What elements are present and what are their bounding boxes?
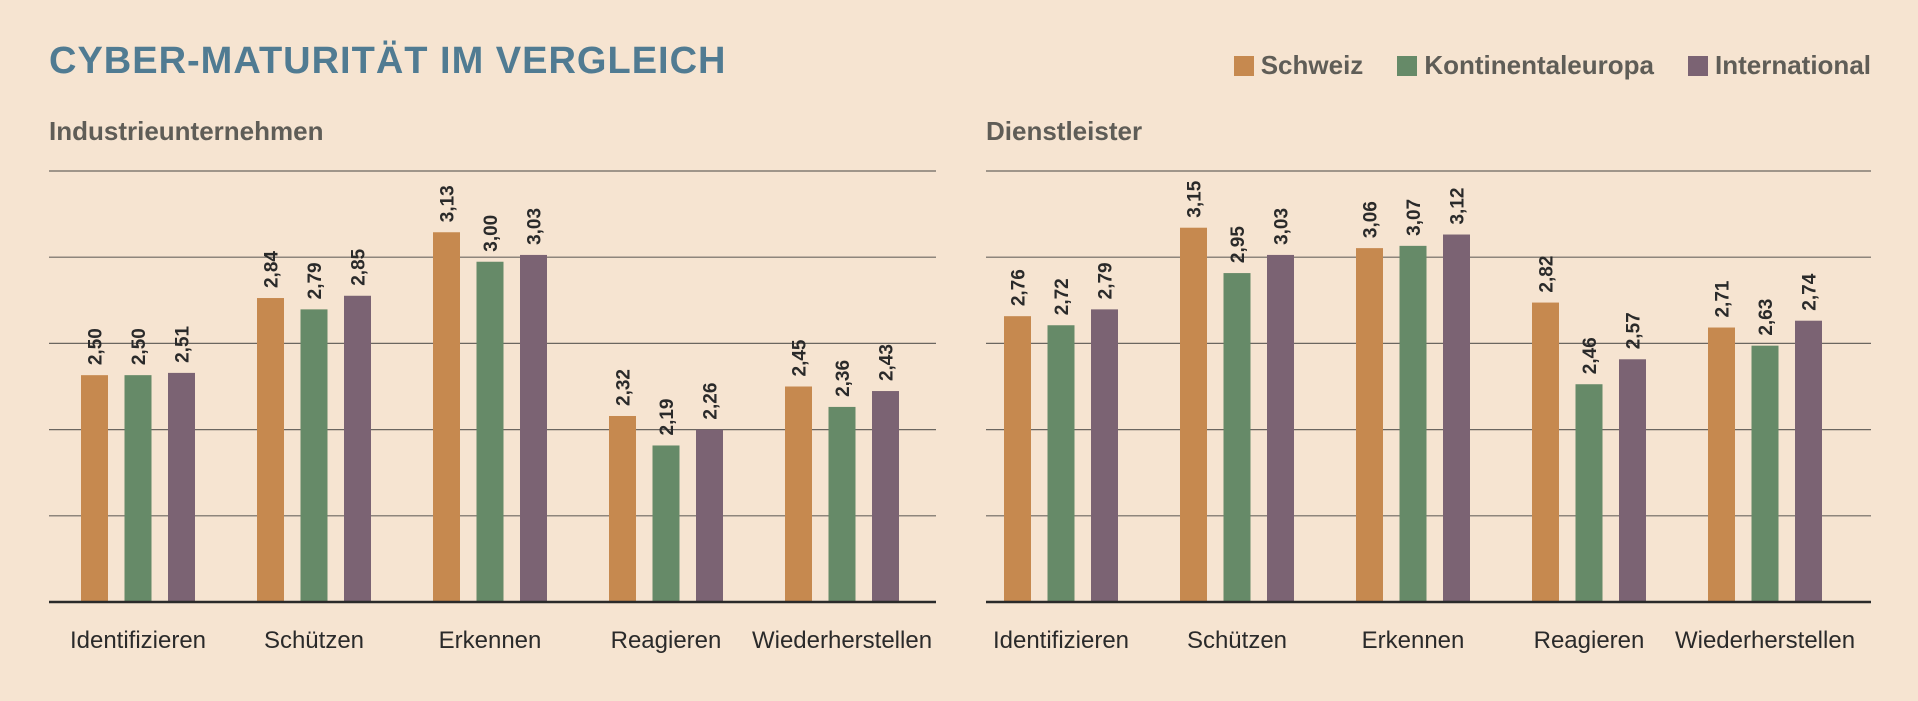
bar-kontinentaleuropa — [1751, 345, 1779, 602]
bar-international — [344, 295, 371, 602]
data-label: 2,26 — [701, 383, 722, 420]
bar-kontinentaleuropa — [1047, 325, 1075, 602]
data-label: 2,46 — [1580, 337, 1601, 374]
bar-kontinentaleuropa — [652, 445, 680, 602]
bar-schweiz — [81, 375, 108, 602]
data-label: 2,74 — [1800, 273, 1821, 310]
data-label: 3,03 — [525, 208, 546, 245]
category-label: Wiederherstellen — [1675, 627, 1855, 654]
panel-title: Industrieunternehmen — [49, 116, 323, 146]
data-label: 2,79 — [305, 262, 326, 299]
bar-kontinentaleuropa — [828, 406, 856, 602]
data-label: 2,51 — [173, 325, 194, 362]
category-label: Identifizieren — [993, 627, 1129, 654]
bar-schweiz — [609, 415, 636, 602]
legend-label: Schweiz — [1260, 50, 1364, 80]
data-label: 2,85 — [349, 248, 370, 285]
bar-schweiz — [257, 298, 284, 602]
data-label: 2,79 — [1096, 262, 1117, 299]
data-label: 2,32 — [614, 369, 635, 406]
bar-schweiz — [785, 386, 812, 602]
bar-kontinentaleuropa — [1223, 273, 1251, 602]
data-label: 3,03 — [1272, 208, 1293, 245]
data-label: 3,15 — [1185, 180, 1206, 217]
data-label: 2,72 — [1052, 278, 1073, 315]
bar-kontinentaleuropa — [1399, 245, 1427, 602]
bar-international — [1267, 254, 1294, 602]
legend-item-international: International — [1687, 50, 1871, 81]
legend-label: Kontinentaleuropa — [1424, 50, 1654, 80]
legend-swatch-international — [1687, 55, 1708, 76]
data-label: 3,07 — [1404, 199, 1425, 236]
data-label: 2,45 — [790, 339, 811, 376]
data-label: 2,50 — [129, 328, 150, 365]
bar-schweiz — [1532, 302, 1559, 602]
data-label: 2,84 — [262, 251, 283, 288]
chart-title: CYBER-MATURITÄT IM VERGLEICH — [49, 40, 727, 82]
bar-kontinentaleuropa — [300, 309, 328, 602]
data-label: 2,63 — [1756, 299, 1777, 336]
category-label: Identifizieren — [70, 627, 206, 654]
data-label: 2,71 — [1713, 280, 1734, 317]
data-label: 3,06 — [1361, 201, 1382, 238]
category-label: Reagieren — [611, 627, 722, 654]
data-label: 2,57 — [1624, 312, 1645, 349]
legend-swatch-kontinentaleuropa — [1397, 55, 1418, 76]
category-label: Reagieren — [1534, 627, 1645, 654]
data-label: 3,13 — [438, 185, 459, 222]
bar-schweiz — [1356, 248, 1383, 602]
bar-kontinentaleuropa — [1575, 384, 1603, 602]
bar-international — [1619, 359, 1646, 602]
data-label: 2,82 — [1537, 256, 1558, 293]
bar-schweiz — [433, 232, 460, 602]
bar-schweiz — [1180, 227, 1207, 603]
category-label: Schützen — [1187, 627, 1287, 654]
data-label: 2,19 — [657, 398, 678, 435]
bar-international — [1443, 234, 1470, 602]
bar-kontinentaleuropa — [476, 261, 504, 602]
legend-label: International — [1714, 50, 1871, 80]
bar-kontinentaleuropa — [124, 375, 152, 602]
bar-schweiz — [1708, 327, 1735, 602]
legend-item-schweiz: Schweiz — [1233, 50, 1364, 81]
legend: Schweiz Kontinentaleuropa International — [1233, 50, 1871, 81]
panel-title: Dienstleister — [986, 116, 1142, 146]
category-label: Erkennen — [439, 627, 542, 654]
data-label: 2,43 — [877, 344, 898, 381]
bar-schweiz — [1004, 316, 1031, 602]
bar-international — [1091, 309, 1118, 602]
bar-international — [872, 391, 899, 602]
bar-international — [1795, 320, 1822, 602]
legend-item-kontinentaleuropa: Kontinentaleuropa — [1397, 50, 1654, 81]
data-label: 3,12 — [1448, 188, 1469, 225]
data-label: 3,00 — [481, 215, 502, 252]
bar-international — [696, 429, 723, 602]
legend-swatch-schweiz — [1233, 55, 1254, 76]
data-label: 2,95 — [1228, 226, 1249, 263]
category-label: Erkennen — [1362, 627, 1465, 654]
category-label: Wiederherstellen — [752, 627, 932, 654]
bar-international — [168, 372, 195, 602]
category-label: Schützen — [264, 627, 364, 654]
bar-international — [520, 254, 547, 602]
data-label: 2,76 — [1009, 269, 1030, 306]
data-label: 2,36 — [833, 360, 854, 397]
data-label: 2,50 — [86, 328, 107, 365]
